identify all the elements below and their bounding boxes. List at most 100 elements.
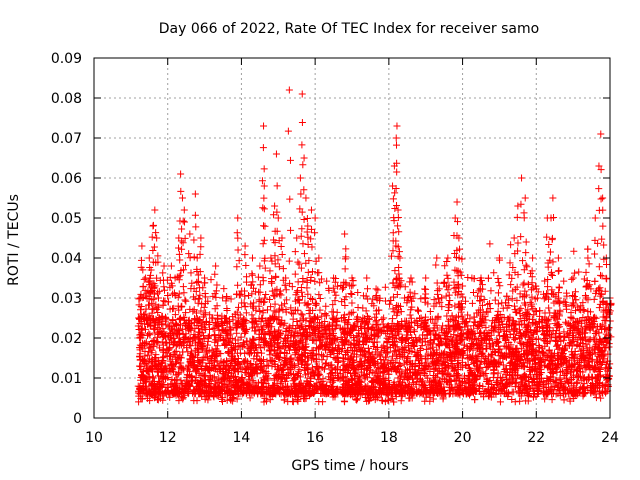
data-point [570, 247, 578, 255]
data-point [513, 344, 521, 352]
data-point [392, 276, 400, 284]
data-point [399, 379, 407, 387]
data-point [254, 349, 262, 357]
data-point [499, 361, 507, 369]
data-point [274, 385, 282, 393]
data-point [246, 394, 254, 402]
data-point [407, 361, 415, 369]
data-point [150, 295, 158, 303]
data-point [429, 395, 437, 403]
data-point [182, 309, 190, 317]
data-point [312, 301, 320, 309]
data-point [224, 349, 232, 357]
data-point [397, 397, 405, 405]
data-point [182, 297, 190, 305]
data-point [268, 356, 276, 364]
data-point [438, 375, 446, 383]
data-point [430, 296, 438, 304]
data-point [528, 293, 536, 301]
data-point [584, 245, 592, 253]
data-point [540, 336, 548, 344]
data-point [526, 298, 534, 306]
data-point [487, 287, 495, 295]
data-point [490, 269, 498, 277]
data-point [380, 380, 388, 388]
data-point [319, 352, 327, 360]
data-point [560, 277, 568, 285]
data-point [538, 349, 546, 357]
data-point [551, 382, 559, 390]
data-point [348, 299, 356, 307]
data-point [340, 397, 348, 405]
data-point [220, 285, 228, 293]
data-point [438, 303, 446, 311]
data-point [510, 388, 518, 396]
data-point [508, 295, 516, 303]
data-point [563, 320, 571, 328]
data-point [548, 396, 556, 404]
data-point [500, 382, 508, 390]
data-point [315, 370, 323, 378]
data-point [464, 311, 472, 319]
data-point [277, 361, 285, 369]
data-point [280, 396, 288, 404]
data-point [468, 299, 476, 307]
data-point [450, 278, 458, 286]
data-point [264, 323, 272, 331]
data-point [506, 259, 514, 267]
data-point [315, 398, 323, 406]
data-point [381, 283, 389, 291]
data-point [434, 295, 442, 303]
data-point [207, 276, 215, 284]
data-point [340, 329, 348, 337]
data-point [379, 320, 387, 328]
data-point [446, 316, 454, 324]
data-point [541, 277, 549, 285]
data-point [482, 308, 490, 316]
data-point [267, 346, 275, 354]
data-point [175, 397, 183, 405]
data-point [489, 373, 497, 381]
data-point [205, 325, 213, 333]
data-point [378, 315, 386, 323]
data-point [550, 385, 558, 393]
data-point [278, 383, 286, 391]
data-point [464, 273, 472, 281]
data-point [427, 345, 435, 353]
data-point [264, 362, 272, 370]
data-point [414, 306, 422, 314]
data-point [528, 279, 536, 287]
data-point [294, 287, 302, 295]
data-point [442, 292, 450, 300]
data-point [580, 306, 588, 314]
data-point [436, 341, 444, 349]
data-point [372, 285, 380, 293]
data-point [203, 341, 211, 349]
data-point [237, 333, 245, 341]
data-point [140, 275, 148, 283]
data-point [272, 308, 280, 316]
data-point [258, 349, 266, 357]
data-point [354, 303, 362, 311]
data-point [414, 307, 422, 315]
data-point [298, 292, 306, 300]
data-point [410, 379, 418, 387]
data-point [422, 345, 430, 353]
data-point [582, 268, 590, 276]
data-point [516, 397, 524, 405]
data-point [480, 296, 488, 304]
data-point [558, 349, 566, 357]
data-point [364, 364, 372, 372]
data-point [172, 319, 180, 327]
data-point [486, 240, 494, 248]
data-point [479, 382, 487, 390]
data-point [229, 347, 237, 355]
data-point [507, 281, 515, 289]
data-point [322, 302, 330, 310]
data-point [380, 314, 388, 322]
data-point [511, 336, 519, 344]
data-point [281, 349, 289, 357]
data-point [353, 396, 361, 404]
data-point [389, 352, 397, 360]
